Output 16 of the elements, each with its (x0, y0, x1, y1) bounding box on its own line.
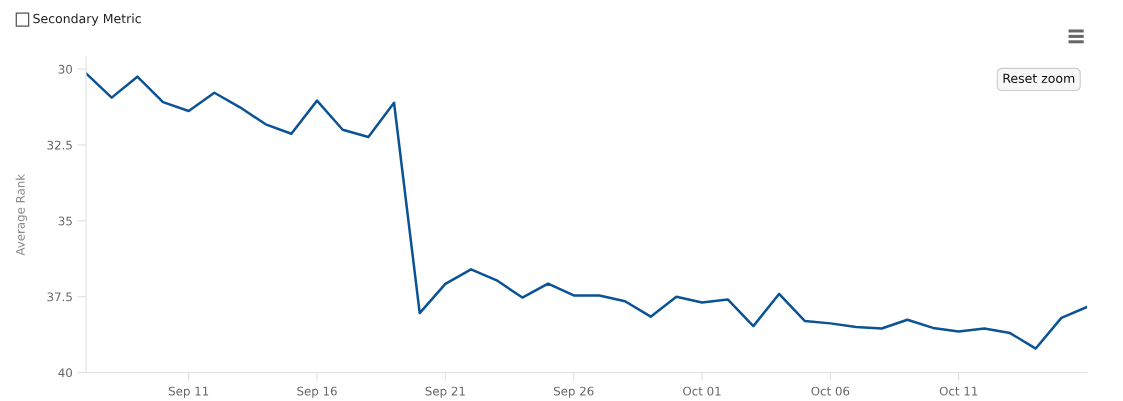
y-axis-title: Average Rank (15, 173, 28, 256)
x-tick-label: Oct 11 (939, 386, 978, 396)
y-tick-label: 35 (58, 216, 72, 226)
text: Secondary Metric (33, 13, 141, 26)
x-tick-label: Sep 11 (168, 386, 209, 398)
x-tick-label: Sep 21 (425, 386, 465, 398)
y-tick-label: 40 (58, 368, 73, 378)
x-tick-label: Oct 01 (683, 386, 721, 396)
annotation: Reset zoom (1003, 73, 1075, 84)
y-tick-label: 32.5 (47, 140, 72, 150)
y-tick-label: 30 (58, 64, 73, 74)
x-tick-label: Sep 26 (553, 386, 594, 398)
line-series (86, 72, 1088, 350)
y-tick-label: 37.5 (47, 292, 72, 302)
x-tick-label: Sep 16 (297, 386, 337, 398)
x-tick-label: Oct 06 (811, 386, 850, 396)
